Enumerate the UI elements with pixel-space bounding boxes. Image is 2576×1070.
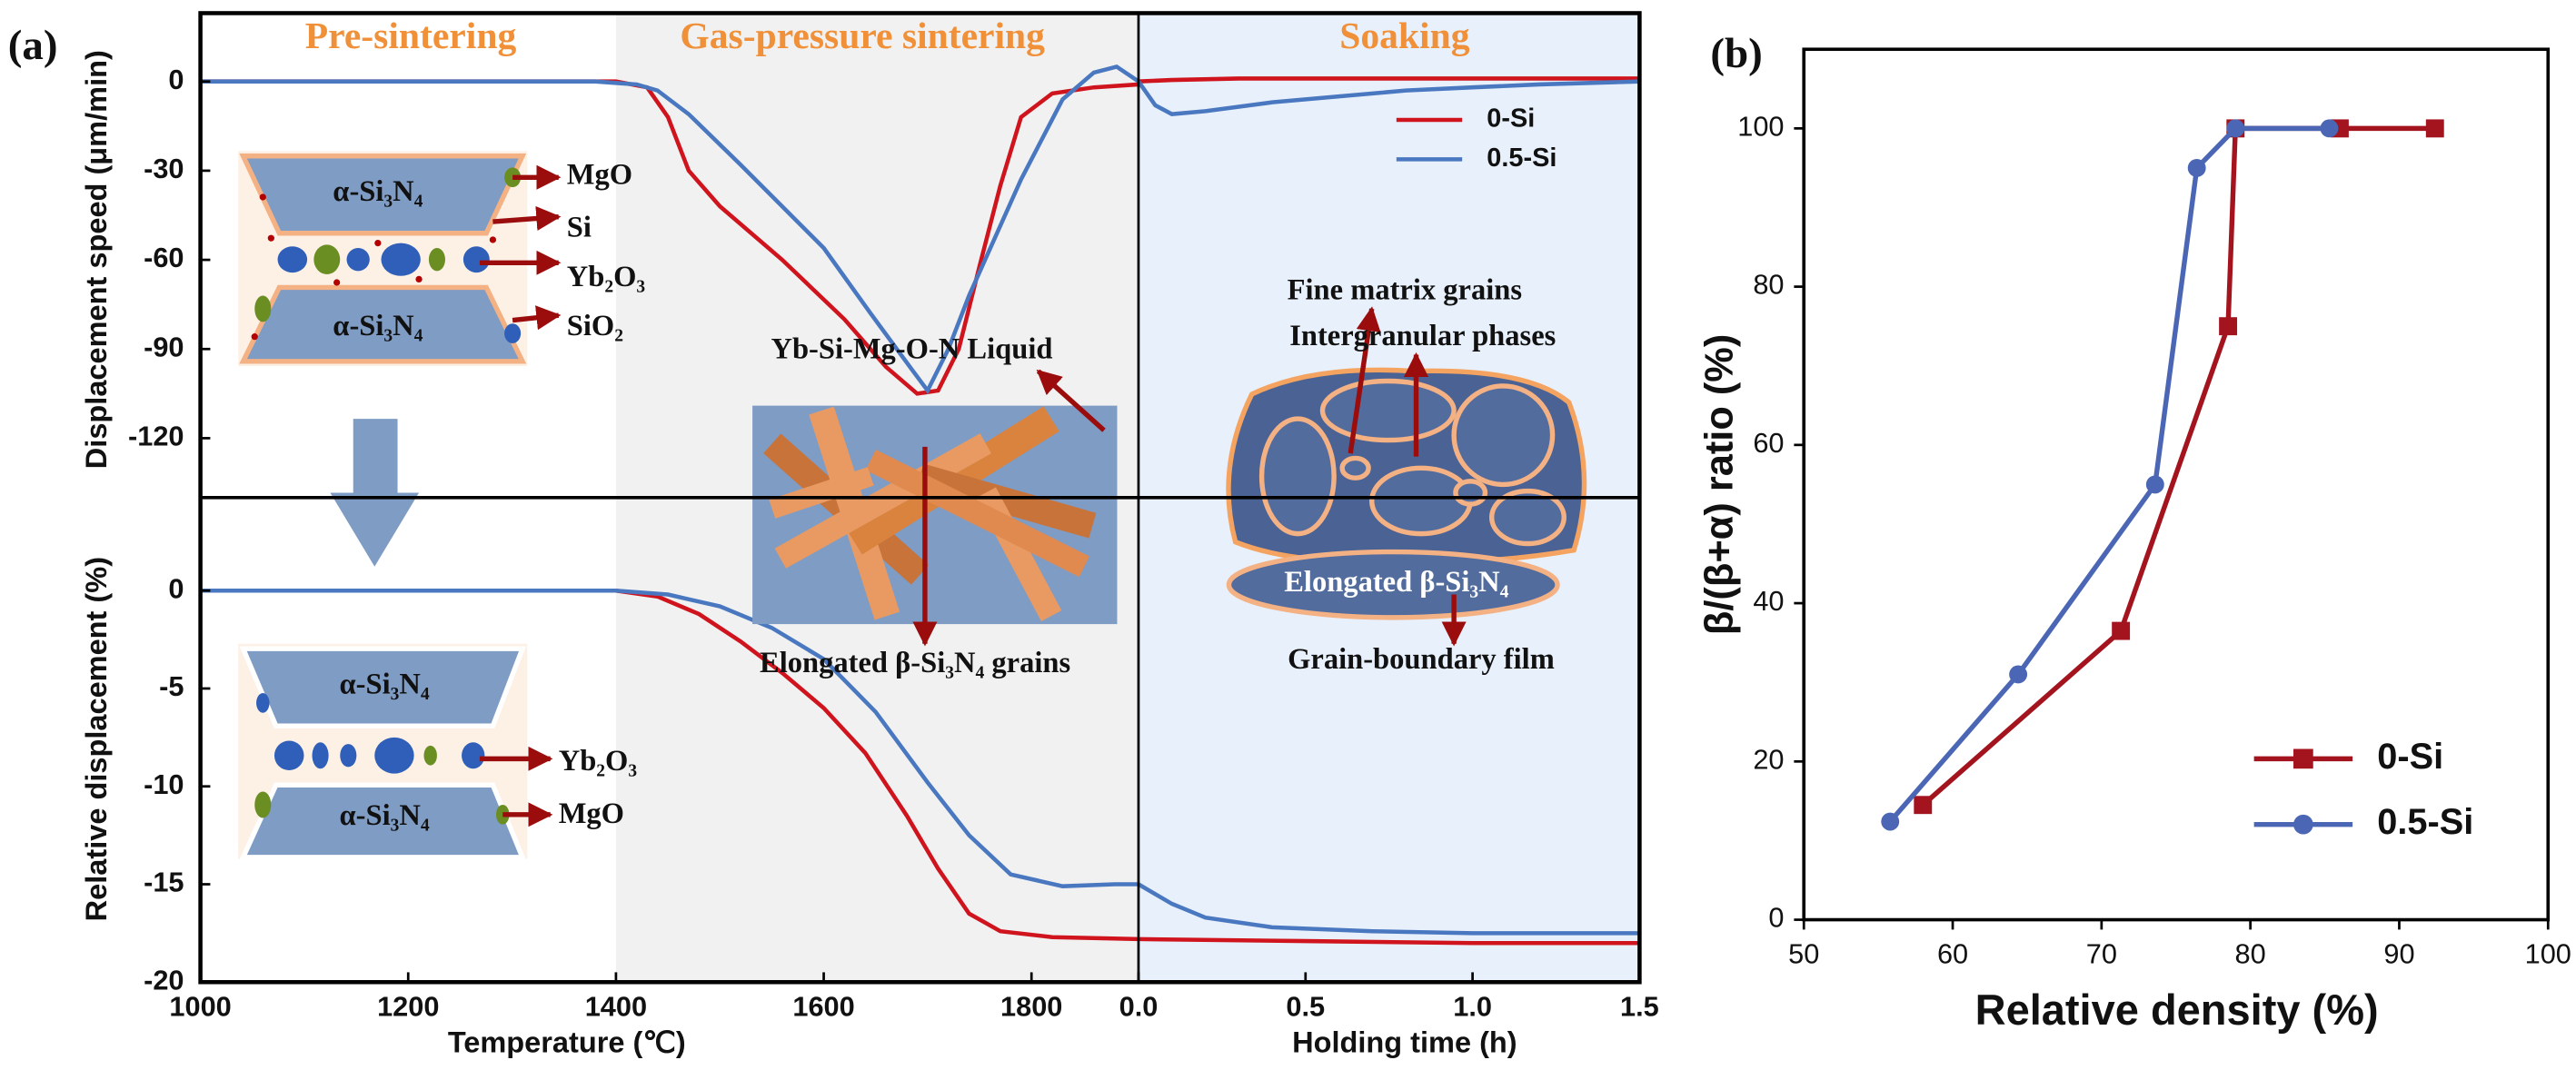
x-tick-label: 1200 — [377, 990, 439, 1022]
y-tick-label: -20 — [144, 964, 184, 996]
x2-tick-label: 0.5 — [1286, 990, 1325, 1022]
annotation: Yb₂O₃ — [559, 745, 638, 778]
x-tick-label: 100 — [2525, 937, 2571, 969]
y-tick-label: -15 — [144, 867, 184, 898]
point — [2226, 119, 2245, 138]
y-tick-label: 0 — [168, 572, 184, 604]
x-tick-label: 1000 — [169, 990, 231, 1022]
x2-tick-label: 0.0 — [1119, 990, 1159, 1022]
arrows — [479, 746, 553, 827]
y-tick-label: 0 — [1768, 902, 1784, 934]
phase-title: Gas-pressure sintering — [680, 15, 1045, 56]
annotation: Yb-Si-Mg-O-N Liquid — [771, 332, 1052, 365]
y-tick-label: -120 — [128, 421, 184, 452]
phase-title: Soaking — [1339, 15, 1469, 56]
y-axis-label: Relative displacement (%) — [80, 557, 113, 921]
point — [2009, 665, 2028, 684]
annotation: Elongated β-Si₃N₄ — [1284, 566, 1508, 599]
x-tick-label: 90 — [2383, 937, 2414, 969]
plot-frame — [1802, 47, 2551, 922]
annotation: MgO — [567, 159, 632, 192]
y-axis-label: Displacement speed (μm/min) — [80, 50, 113, 469]
panel-label: (b) — [1710, 30, 1762, 77]
point — [1881, 812, 1900, 831]
point — [2320, 119, 2339, 138]
y-tick-label: -10 — [144, 768, 184, 800]
x-tick-label: 60 — [1937, 937, 1968, 969]
legend-label: 0-Si — [2377, 737, 2443, 777]
arrows — [1348, 306, 1467, 647]
point — [2219, 317, 2238, 336]
point — [2112, 621, 2131, 640]
x-axis-label: Relative density (%) — [1975, 986, 2379, 1034]
x2-axis-label: Holding time (h) — [1292, 1026, 1517, 1059]
y-tick-label: 0 — [168, 64, 184, 95]
point — [2145, 475, 2164, 494]
annotation: α-Si₃N₄ — [340, 668, 430, 700]
process-arrow — [330, 419, 420, 567]
line — [1138, 76, 1640, 84]
point — [2187, 158, 2206, 177]
arrows — [479, 164, 562, 331]
annotation: α-Si₃N₄ — [333, 310, 423, 342]
y-tick-label: 100 — [1737, 110, 1784, 142]
x2-tick-label: 1.0 — [1453, 990, 1492, 1022]
point — [1914, 796, 1933, 815]
y-tick-label: -60 — [144, 242, 184, 273]
x2-tick-label: 1.5 — [1620, 990, 1659, 1022]
y-axis-label: β/(β+α) ratio (%) — [1697, 334, 1741, 635]
line — [200, 588, 1139, 888]
annotation: Intergranular phases — [1289, 320, 1556, 352]
x-axis-label: Temperature (℃) — [448, 1026, 686, 1059]
legend-label: 0.5-Si — [2377, 802, 2473, 842]
annotation: Fine matrix grains — [1288, 273, 1522, 306]
arrows — [912, 369, 1106, 647]
x-tick-label: 70 — [2086, 937, 2117, 969]
grain — [239, 782, 526, 860]
y-tick-label: -90 — [144, 331, 184, 362]
curve-layer — [200, 64, 2444, 946]
line — [1137, 882, 1640, 936]
y-tick-label: 40 — [1753, 585, 1784, 617]
annotation: Grain-boundary film — [1288, 643, 1555, 676]
legend-label: 0-Si — [1487, 104, 1535, 134]
x-tick-label: 1600 — [792, 990, 854, 1022]
y-tick-label: 80 — [1753, 269, 1784, 301]
particles — [251, 167, 522, 343]
point — [2425, 119, 2444, 138]
annotation: SiO₂ — [567, 310, 623, 342]
grain — [239, 154, 527, 236]
y-tick-label: -30 — [144, 153, 184, 184]
annotation: α-Si₃N₄ — [340, 799, 430, 832]
y-tick-label: 20 — [1753, 743, 1784, 775]
line — [200, 64, 1140, 395]
axes-layer: Pre-sintering Gas-pressure sintering Soa… — [8, 11, 2571, 1059]
x-tick-label: 50 — [1788, 937, 1819, 969]
annotation: Si — [567, 212, 592, 244]
x-tick-label: 1800 — [1000, 990, 1062, 1022]
y-tick-label: 60 — [1753, 427, 1784, 459]
phase-title: Pre-sintering — [305, 15, 517, 56]
panel-label: (a) — [8, 22, 58, 69]
annotation: MgO — [559, 798, 624, 830]
line — [1888, 125, 2330, 824]
x-tick-label: 1400 — [585, 990, 647, 1022]
x-tick-label: 80 — [2235, 937, 2266, 969]
line — [1137, 79, 1640, 116]
annotation: Yb₂O₃ — [567, 261, 646, 293]
line — [1921, 125, 2435, 807]
line — [1138, 936, 1640, 946]
rods — [763, 406, 1097, 622]
schematics: α-Si₃N₄ MgO Si Yb₂O₃ α-Si₃N₄ SiO₂ α-Si₃N… — [238, 151, 1587, 860]
annotation: α-Si₃N₄ — [333, 175, 423, 208]
annotation: Elongated β-Si₃N₄ grains — [760, 647, 1070, 679]
legend-label: 0.5-Si — [1487, 144, 1557, 173]
grains — [1226, 378, 1566, 620]
y-tick-label: -5 — [159, 670, 184, 702]
